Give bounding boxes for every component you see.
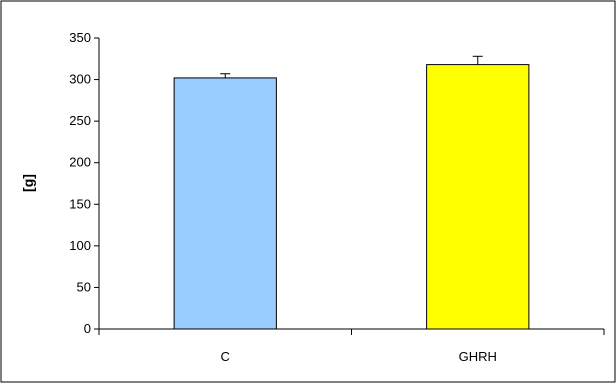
y-tick-label: 200 [69, 155, 91, 170]
ticks: 0 50 100 150 200 250 300 350 C GHRH [69, 30, 605, 364]
x-tick-label: GHRH [459, 349, 497, 364]
y-tick-label: 50 [77, 279, 91, 294]
y-tick-label: 350 [69, 30, 91, 45]
bar-c [173, 77, 277, 330]
bar-ghrh [426, 64, 530, 330]
y-axis-title: [g] [20, 174, 36, 192]
y-tick-label: 0 [84, 321, 91, 336]
x-tick-label: C [221, 349, 230, 364]
y-tick-label: 150 [69, 196, 91, 211]
bars [173, 64, 530, 330]
y-tick-label: 250 [69, 113, 91, 128]
y-tick-label: 300 [69, 72, 91, 87]
error-bars [220, 55, 483, 78]
y-tick-label: 100 [69, 238, 91, 253]
